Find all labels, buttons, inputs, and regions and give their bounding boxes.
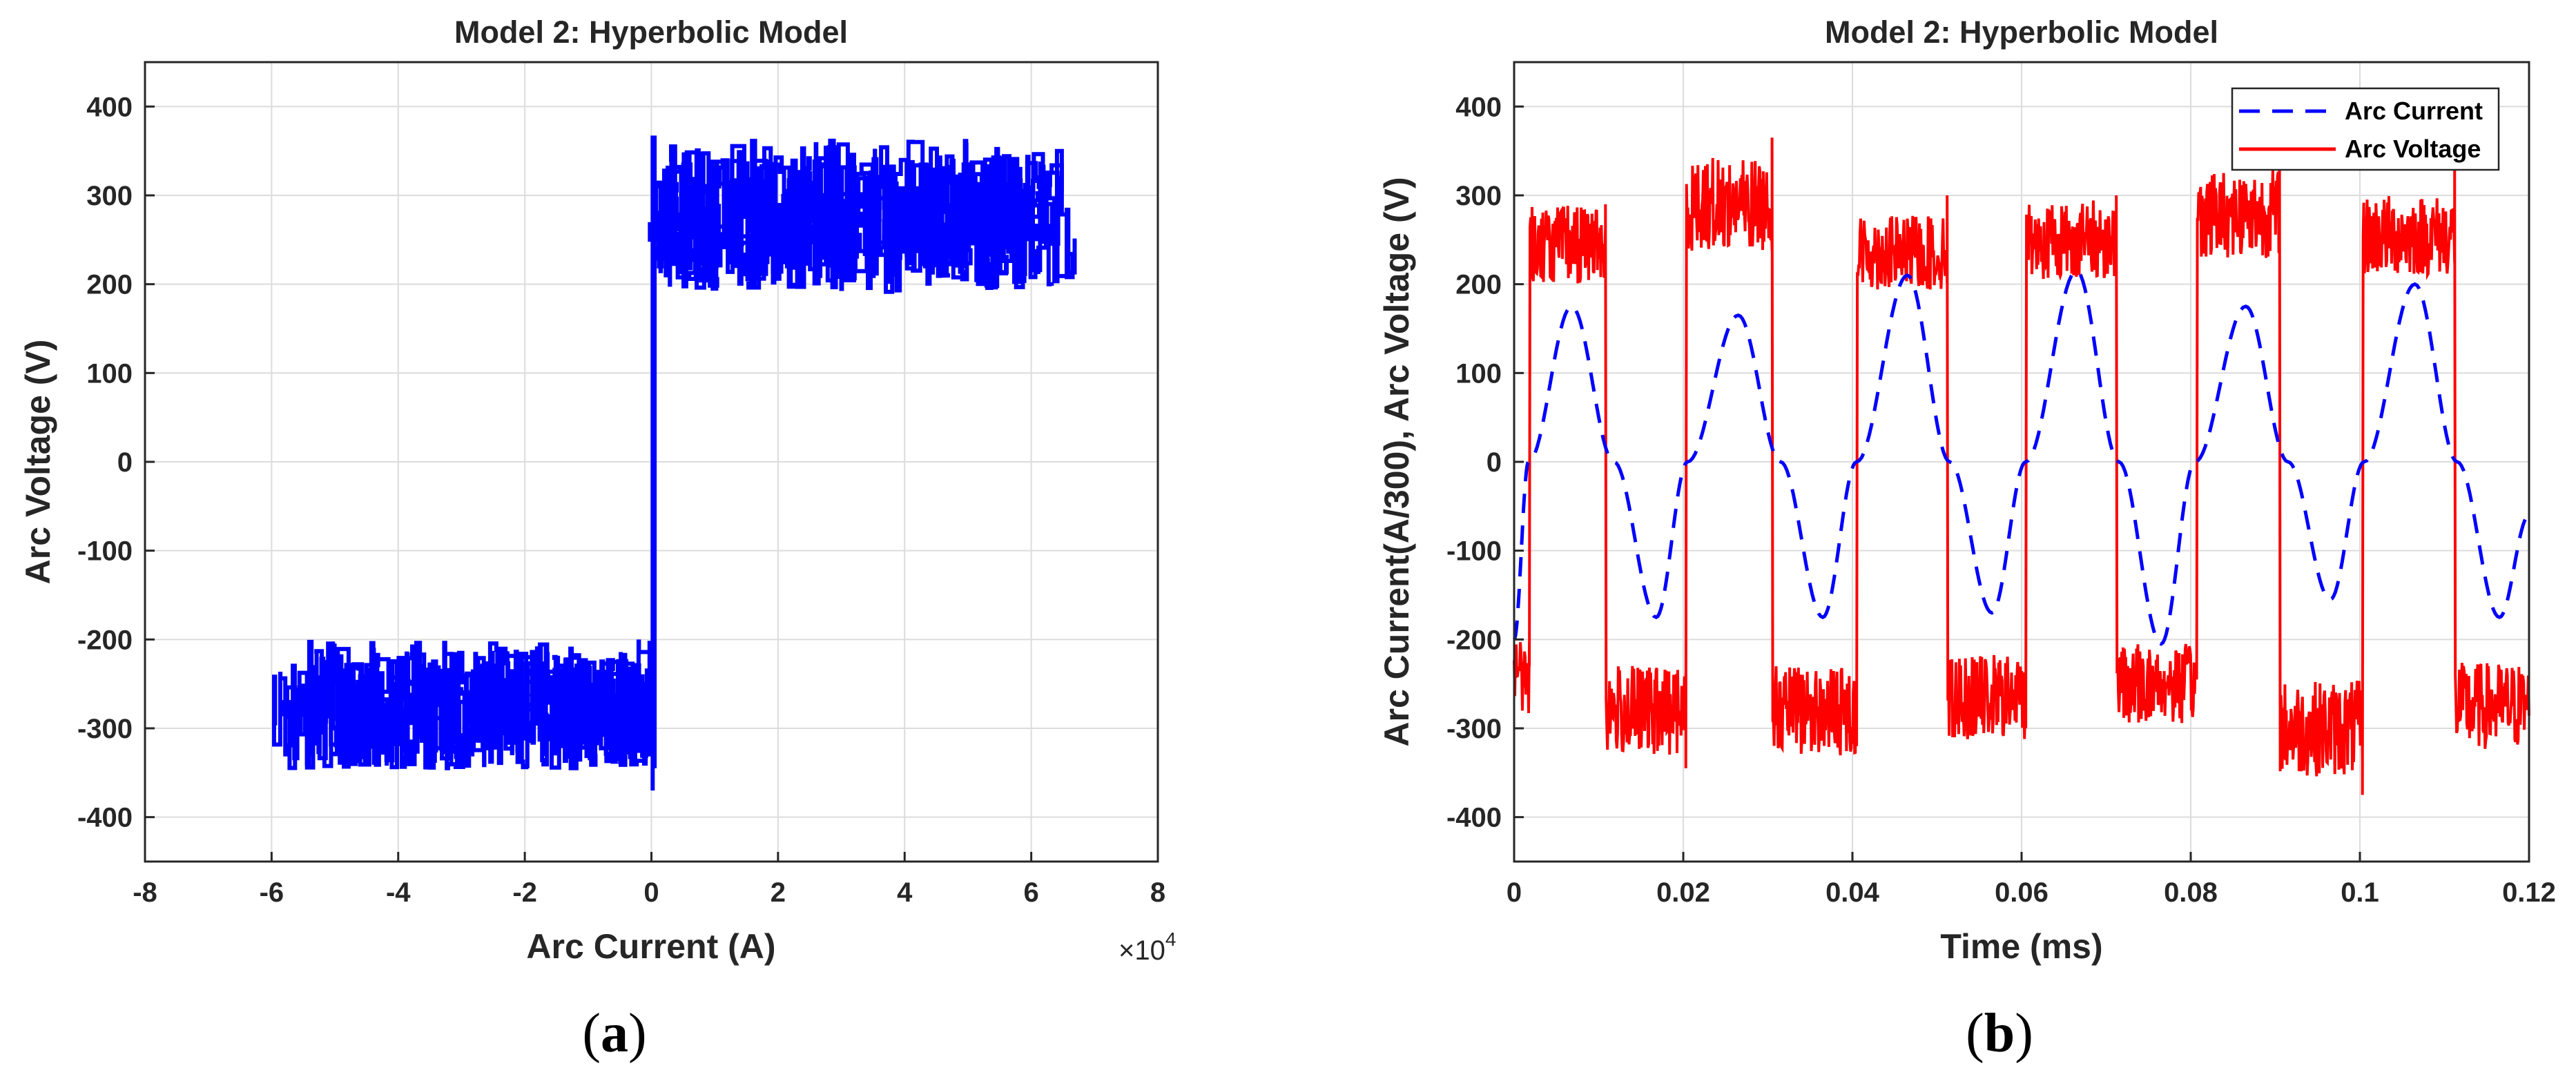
- a-xtick-label: -4: [386, 877, 411, 908]
- b-xtick-label: 0: [1507, 877, 1522, 908]
- ticks-b: 0 0.02 0.04 0.06 0.08 0.1 0.12 -400 -300 -200 -100…: [1446, 92, 2556, 908]
- a-ytick-label: -100: [77, 536, 133, 567]
- series-group-b: [1512, 137, 2530, 795]
- b-ytick-label: -400: [1446, 803, 1502, 833]
- b-xtick-label: 0.02: [1656, 877, 1710, 908]
- a-ytick-label: 200: [86, 270, 133, 300]
- x-exponent-base: ×104: [1118, 929, 1176, 966]
- a-ytick-label: -400: [77, 803, 133, 833]
- line-arc-current: [1512, 269, 2530, 646]
- a-ytick-label: 300: [86, 181, 133, 211]
- iv-trace-6: [648, 151, 1077, 291]
- a-ytick-label: 100: [86, 358, 133, 389]
- b-ytick-label: -300: [1446, 714, 1502, 744]
- b-ytick-label: 0: [1486, 447, 1502, 478]
- a-xtick-label: 0: [643, 877, 659, 908]
- b-xtick-label: 0.04: [1826, 877, 1880, 908]
- series-iv-loop: [272, 135, 1077, 791]
- title-b: Model 2: Hyperbolic Model: [1825, 14, 2218, 50]
- chart-a: -8 -6 -4 -2 0 2 4 6 8 -400 -300 -200 -100 0 100 200 300 4…: [19, 14, 1176, 1064]
- legend-box: [2231, 87, 2500, 171]
- b-ytick-label: 100: [1455, 358, 1502, 389]
- b-ytick-label: 300: [1455, 181, 1502, 211]
- b-ytick-label: 400: [1455, 92, 1502, 122]
- panel-label-b: (b): [1966, 1003, 2033, 1064]
- b-xtick-label: 0.06: [1995, 877, 2049, 908]
- b-xtick-label: 0.08: [2164, 877, 2218, 908]
- chart-b: 0 0.02 0.04 0.06 0.08 0.1 0.12 -400 -300 -200 -100…: [1377, 14, 2556, 1064]
- a-xtick-label: -2: [512, 877, 537, 908]
- ylabel-b: Arc Current(A/300), Arc Voltage (V): [1377, 177, 1416, 746]
- a-xtick-label: -8: [133, 877, 157, 908]
- panel-label-a: (a): [582, 1003, 646, 1064]
- b-ytick-label: 200: [1455, 270, 1502, 300]
- line-arc-voltage: [1513, 137, 2530, 795]
- b-xtick-label: 0.12: [2502, 877, 2556, 908]
- iv-trace-8: [650, 135, 657, 791]
- ticks-a: -8 -6 -4 -2 0 2 4 6 8 -400 -300 -200 -100 0 100 200 300 4…: [77, 92, 1165, 908]
- a-ytick-label: -300: [77, 714, 133, 744]
- a-xtick-label: 8: [1150, 877, 1165, 908]
- a-xtick-label: -6: [260, 877, 284, 908]
- xlabel-b: Time (ms): [1940, 927, 2102, 966]
- b-ytick-label: -200: [1446, 625, 1502, 655]
- a-ytick-label: 400: [86, 92, 133, 122]
- iv-trace-3: [280, 646, 655, 770]
- b-xtick-label: 0.1: [2341, 877, 2379, 908]
- iv-trace-7: [651, 142, 1054, 294]
- legend-label-voltage: Arc Voltage: [2345, 135, 2481, 163]
- a-ytick-label: 0: [117, 447, 133, 478]
- a-xtick-label: 6: [1024, 877, 1039, 908]
- legend-label-current: Arc Current: [2345, 97, 2483, 125]
- a-ytick-label: -200: [77, 625, 133, 655]
- legend: Arc Current Arc Voltage: [2231, 87, 2500, 171]
- b-ytick-label: -100: [1446, 536, 1502, 567]
- a-xtick-label: 2: [771, 877, 786, 908]
- title-a: Model 2: Hyperbolic Model: [454, 14, 848, 50]
- a-xtick-label: 4: [897, 877, 913, 908]
- xlabel-a: Arc Current (A): [526, 927, 775, 966]
- ylabel-a: Arc Voltage (V): [19, 340, 57, 585]
